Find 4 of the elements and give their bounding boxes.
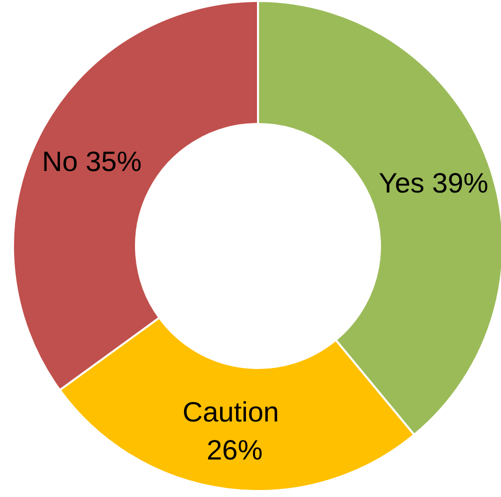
slice-label: No 35% [42,146,142,177]
data-label: 26% [206,434,263,466]
slice-label: Yes 39% [378,167,488,198]
slice-label: Caution [182,396,287,428]
